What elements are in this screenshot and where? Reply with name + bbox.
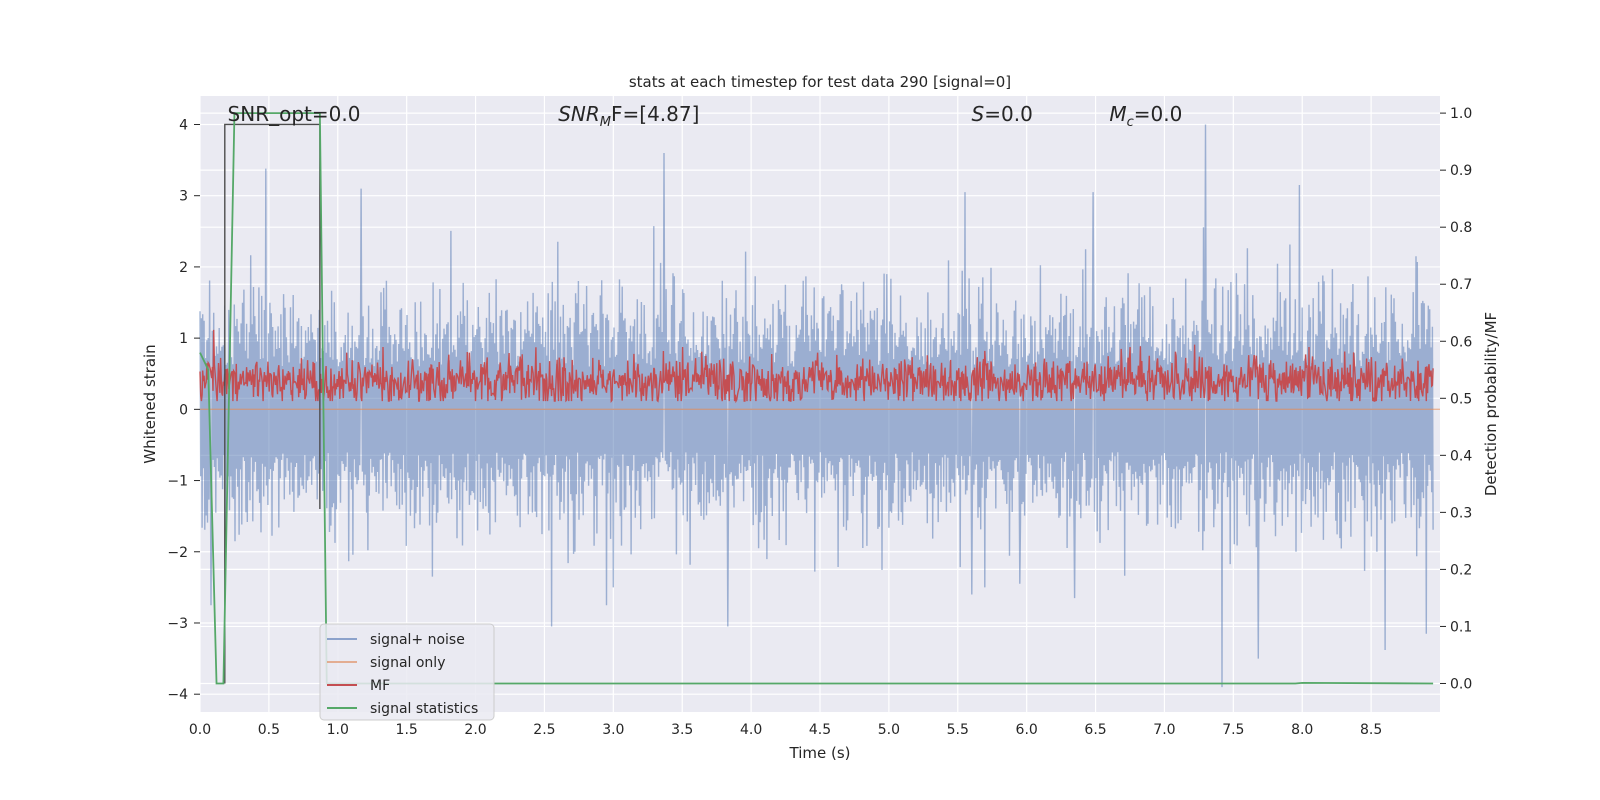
x-axis-label: Time (s)	[789, 744, 851, 762]
y-tick-label: 2	[179, 260, 188, 276]
annotation-snr-opt: SNR_opt=0.0	[228, 102, 361, 126]
x-tick-label: 1.5	[396, 722, 418, 738]
x-tick-label: 4.5	[809, 722, 831, 738]
y-tick-label: 4	[179, 117, 188, 133]
x-tick-label: 6.0	[1016, 722, 1038, 738]
legend-label-mf: MF	[370, 678, 390, 694]
y2-tick-label: 0.8	[1450, 220, 1472, 236]
y2-tick-label: 0.9	[1450, 163, 1472, 179]
series-mf	[199, 329, 1434, 404]
y-tick-label: 0	[179, 402, 188, 418]
x-tick-label: 3.5	[671, 722, 693, 738]
y2-tick-label: 0.6	[1450, 334, 1472, 350]
x-tick-label: 8.0	[1291, 722, 1313, 738]
y2-tick-label: 1.0	[1450, 106, 1472, 122]
annotation-snr-mf: SNRMF=[4.87]	[558, 102, 699, 130]
series-dark-segment	[224, 123, 321, 684]
y-tick-label: −1	[167, 474, 188, 490]
legend-label-signal-noise: signal+ noise	[370, 632, 465, 648]
y2-tick-label: 0.7	[1450, 277, 1472, 293]
annotation-s: S=0.0	[972, 102, 1033, 126]
x-tick-label: 2.0	[464, 722, 486, 738]
x-tick-label: 5.5	[947, 722, 969, 738]
annotation-mc: Mc=0.0	[1109, 102, 1182, 130]
x-tick-label: 2.5	[533, 722, 555, 738]
y-axis-label: Whitened strain	[141, 344, 159, 463]
legend-label-signal-statistics: signal statistics	[370, 701, 478, 717]
x-tick-label: 5.0	[878, 722, 900, 738]
y-tick-label: −3	[167, 616, 188, 632]
x-tick-labels: 0.0 0.5 1.0 1.5 2.0 2.5 3.0 3.5 4.0 4.5 5.0 5.5 6.0 6…	[189, 722, 1382, 738]
y2-tick-label: 0.5	[1450, 391, 1472, 407]
x-tick-label: 6.5	[1084, 722, 1106, 738]
y2-tick-label: 0.1	[1450, 619, 1472, 635]
annotations: SNR_opt=0.0 SNRMF=[4.87] Mc=0.0 S=0.0	[228, 102, 1183, 130]
chart-title: stats at each timestep for test data 290…	[629, 73, 1011, 91]
x-tick-label: 8.5	[1360, 722, 1382, 738]
x-tick-label: 3.0	[602, 722, 624, 738]
legend-label-signal-only: signal only	[370, 655, 445, 671]
x-tick-label: 7.0	[1153, 722, 1175, 738]
y-tick-labels: −4 −3 −2 −1 0 1 2 3 4	[167, 117, 200, 703]
y-tick-label: −4	[167, 687, 188, 703]
y-tick-label: 1	[179, 331, 188, 347]
series-signal-noise	[199, 124, 1434, 688]
y2-tick-label: 0.0	[1450, 676, 1472, 692]
y-tick-label: 3	[179, 189, 188, 205]
x-tick-label: 0.5	[258, 722, 280, 738]
y2-tick-labels: 0.0 0.1 0.2 0.3 0.4 0.5 0.6 0.7 0.8 0.9 1.0	[1440, 106, 1472, 692]
x-tick-label: 0.0	[189, 722, 211, 738]
y2-tick-label: 0.3	[1450, 505, 1472, 521]
y2-axis-label: Detection probability/MF	[1482, 312, 1500, 496]
legend: signal+ noise signal only MF signal stat…	[319, 623, 495, 721]
y-tick-label: −2	[167, 545, 188, 561]
x-tick-label: 1.0	[327, 722, 349, 738]
legend-box	[319, 623, 495, 721]
y2-tick-label: 0.4	[1450, 448, 1472, 464]
x-tick-label: 4.0	[740, 722, 762, 738]
x-tick-label: 7.5	[1222, 722, 1244, 738]
y2-tick-label: 0.2	[1450, 562, 1472, 578]
